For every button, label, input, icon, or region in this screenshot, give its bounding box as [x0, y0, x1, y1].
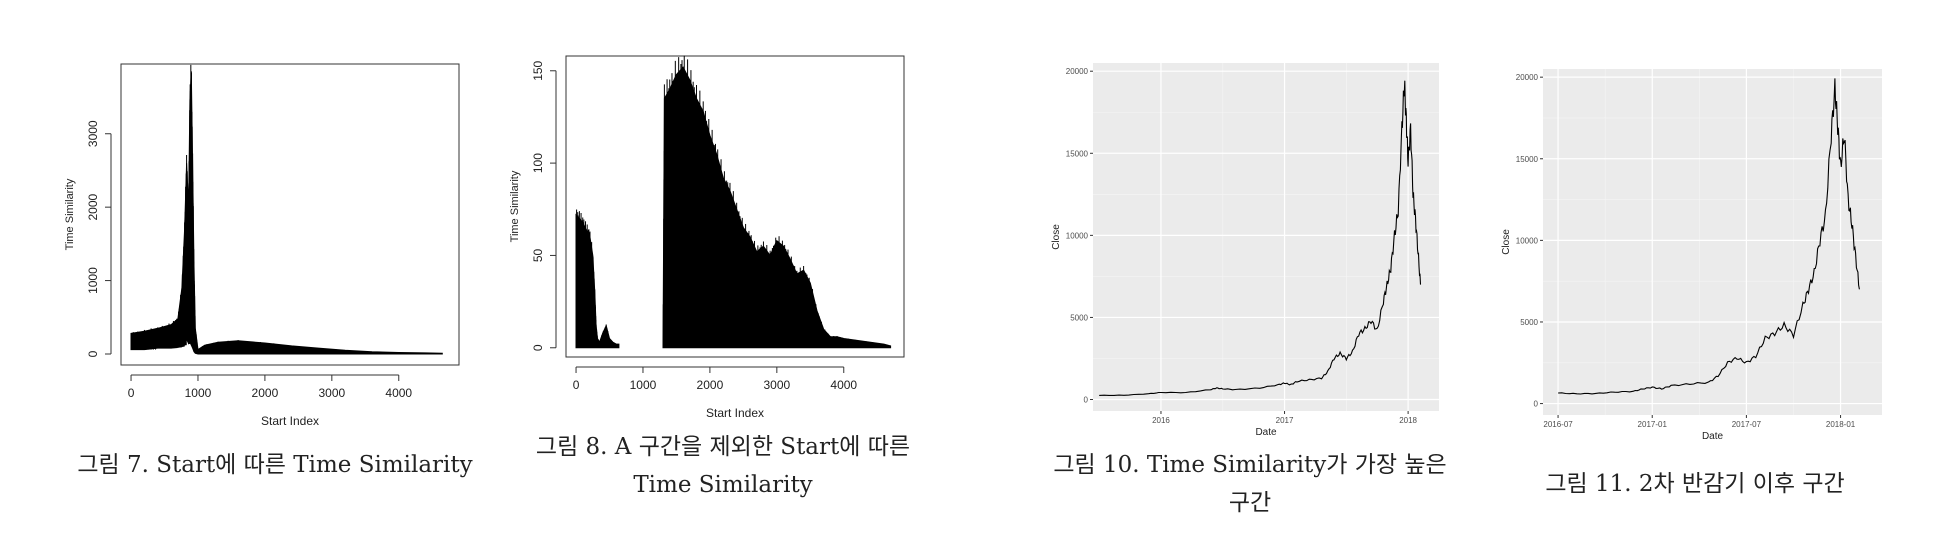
x-axis-label: Start Index	[706, 406, 764, 420]
x-axis-label: Start Index	[261, 414, 319, 428]
x-tick-label: 2017	[1276, 416, 1294, 425]
figure-7-caption: 그림 7. Start에 따른 Time Similarity	[77, 452, 473, 478]
figure-8: 0 1000 2000 3000 4000 Start Index 0 50 100 150 Tim…	[0, 0, 960, 554]
figure-7: 0 1000 2000 3000 4000 Start Index 0 1000 2000 300…	[0, 0, 500, 554]
x-tick-label: 4000	[830, 378, 857, 392]
x-axis-label: Date	[1702, 431, 1724, 442]
x-tick-label: 0	[128, 386, 135, 400]
y-tick-label: 20000	[1516, 73, 1539, 82]
x-tick-label: 2017-01	[1638, 420, 1668, 429]
highest-similarity-close-chart: 0 5000 10000 15000 20000 2016 2017 2018 Date Clos…	[1051, 63, 1439, 438]
y-tick-label: 1000	[86, 267, 100, 294]
x-tick-label: 3000	[763, 378, 790, 392]
x-tick-label: 3000	[318, 386, 345, 400]
plot-frame	[565, 55, 905, 358]
y-tick-label: 15000	[1066, 149, 1089, 158]
x-tick-label: 0	[573, 378, 580, 392]
figure-11-caption: 그림 11. 2차 반감기 이후 구간	[1545, 471, 1845, 497]
x-tick-label: 2018	[1399, 416, 1417, 425]
x-tick-label: 2000	[697, 378, 724, 392]
y-axis-label: Time Similarity	[509, 170, 521, 242]
x-tick-label: 2017-07	[1732, 420, 1762, 429]
y-tick-label: 0	[86, 350, 100, 357]
y-tick-label: 10000	[1516, 236, 1539, 245]
y-tick-label: 100	[531, 153, 545, 173]
y-tick-label: 150	[531, 60, 545, 80]
post-halving-close-chart: 0 5000 10000 15000 20000 2016-07 2017-01 2017-0…	[1501, 69, 1882, 442]
y-tick-label: 5000	[1070, 313, 1088, 322]
y-tick-label: 0	[1084, 396, 1089, 405]
x-tick-label: 2018-01	[1826, 420, 1856, 429]
y-tick-label: 20000	[1066, 67, 1089, 76]
figure-8-caption: 그림 8. A 구간을 제외한 Start에 따른 Time Similarit…	[535, 434, 911, 498]
x-axis-label: Date	[1255, 427, 1277, 438]
close-price-line	[1558, 78, 1860, 395]
y-tick-label: 0	[1534, 400, 1539, 409]
y-axis-label: Time Similarity	[64, 178, 76, 250]
figure-10: 0 5000 10000 15000 20000 2016 2017 2018 Date Clos…	[1051, 63, 1447, 516]
x-tick-label: 1000	[185, 386, 212, 400]
y-tick-label: 3000	[86, 120, 100, 147]
x-tick-label: 1000	[630, 378, 657, 392]
y-tick-label: 0	[531, 344, 545, 351]
time-similarity-chart: 0 1000 2000 3000 4000 Start Index 0 1000 2000 300…	[64, 63, 460, 428]
plot-background	[1093, 63, 1439, 411]
y-tick-label: 15000	[1516, 155, 1539, 164]
x-tick-label: 4000	[385, 386, 412, 400]
plot-frame	[120, 63, 460, 366]
y-tick-label: 10000	[1066, 231, 1089, 240]
y-tick-label: 5000	[1520, 318, 1538, 327]
y-tick-label: 2000	[86, 193, 100, 220]
x-tick-label: 2000	[252, 386, 279, 400]
x-tick-label: 2016	[1152, 416, 1170, 425]
y-tick-label: 50	[531, 248, 545, 262]
y-axis-label: Close	[1051, 224, 1062, 250]
y-axis-label: Close	[1501, 229, 1512, 255]
x-tick-label: 2016-07	[1543, 420, 1573, 429]
plot-background	[1543, 69, 1882, 415]
time-similarity-excluding-a-chart: 0 1000 2000 3000 4000 Start Index 0 50 100 150 Tim…	[509, 55, 905, 420]
figure-10-caption: 그림 10. Time Similarity가 가장 높은 구간	[1053, 452, 1447, 516]
close-price-line	[1099, 80, 1422, 396]
